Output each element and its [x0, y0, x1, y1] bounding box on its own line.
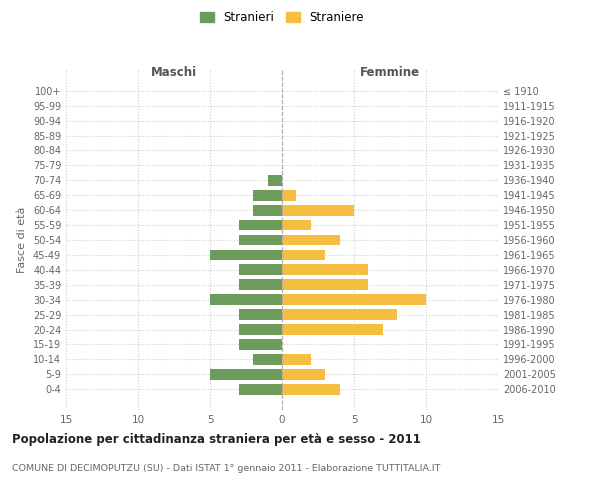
Text: COMUNE DI DECIMOPUTZU (SU) - Dati ISTAT 1° gennaio 2011 - Elaborazione TUTTITALI: COMUNE DI DECIMOPUTZU (SU) - Dati ISTAT …: [12, 464, 440, 473]
Bar: [239, 384, 282, 394]
Bar: [282, 220, 311, 230]
Bar: [282, 354, 311, 364]
Bar: [253, 205, 282, 216]
Bar: [282, 309, 397, 320]
Bar: [268, 175, 282, 186]
Bar: [239, 220, 282, 230]
Text: Popolazione per cittadinanza straniera per età e sesso - 2011: Popolazione per cittadinanza straniera p…: [12, 432, 421, 446]
Bar: [253, 190, 282, 200]
Bar: [239, 339, 282, 350]
Bar: [239, 324, 282, 335]
Bar: [210, 369, 282, 380]
Bar: [210, 294, 282, 305]
Text: Femmine: Femmine: [360, 66, 420, 80]
Bar: [239, 280, 282, 290]
Bar: [282, 369, 325, 380]
Bar: [282, 205, 354, 216]
Bar: [253, 354, 282, 364]
Bar: [239, 264, 282, 275]
Bar: [282, 234, 340, 246]
Text: Maschi: Maschi: [151, 66, 197, 80]
Legend: Stranieri, Straniere: Stranieri, Straniere: [200, 11, 364, 24]
Bar: [239, 309, 282, 320]
Bar: [282, 294, 426, 305]
Bar: [282, 324, 383, 335]
Bar: [282, 384, 340, 394]
Y-axis label: Fasce di età: Fasce di età: [17, 207, 27, 273]
Bar: [282, 280, 368, 290]
Bar: [239, 234, 282, 246]
Bar: [282, 250, 325, 260]
Bar: [210, 250, 282, 260]
Bar: [282, 264, 368, 275]
Bar: [282, 190, 296, 200]
